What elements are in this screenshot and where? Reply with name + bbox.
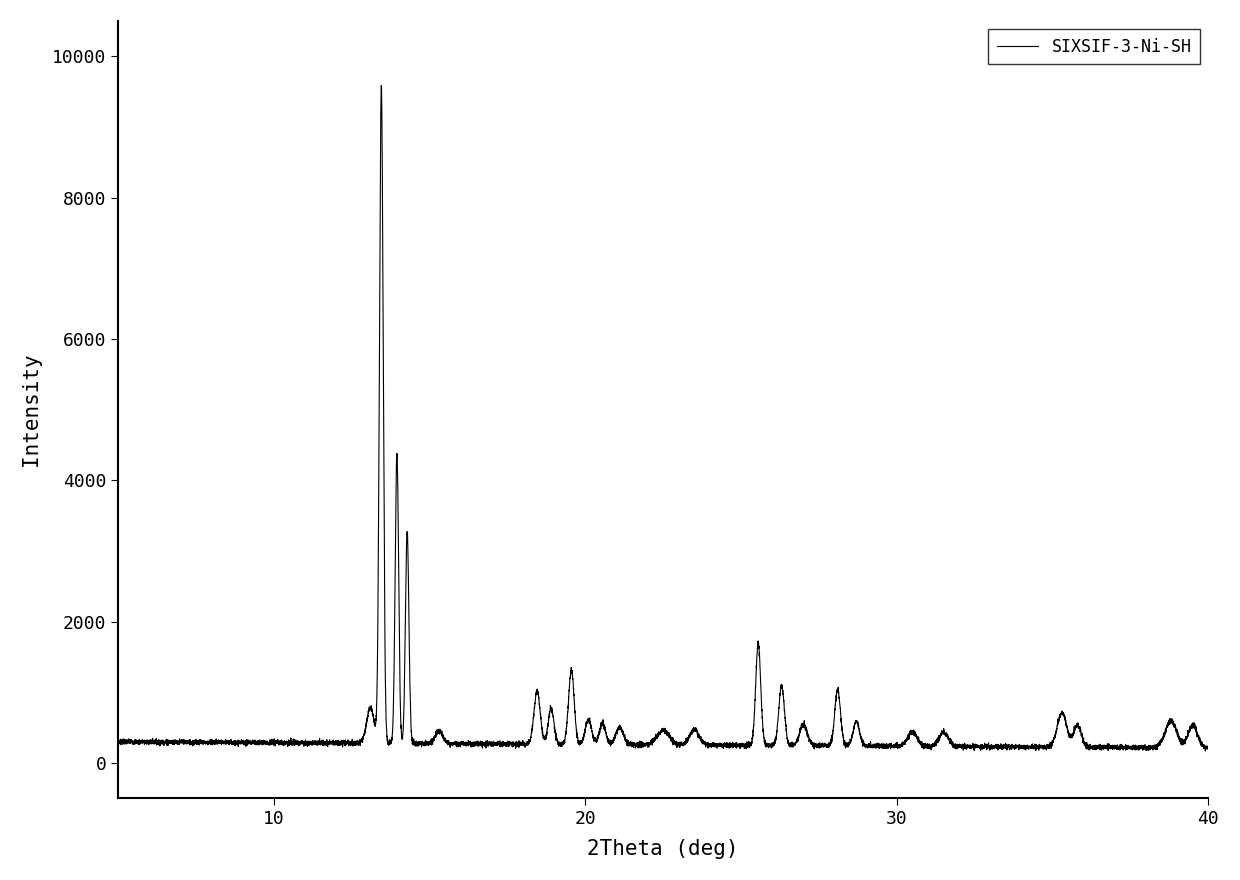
SIXSIF-3-Ni-SH — [325, 738, 340, 749]
Line: SIXSIF-3-Ni-SH: SIXSIF-3-Ni-SH — [118, 85, 1208, 751]
SIXSIF-3-Ni-SH — [1198, 745, 1213, 756]
SIXSIF-3-Ni-SH — [115, 738, 130, 749]
SIXSIF-3-Ni-SH — [156, 737, 171, 747]
SIXSIF-3-Ni-SH — [1143, 742, 1158, 752]
X-axis label: 2Theta (deg): 2Theta (deg) — [588, 840, 739, 859]
Y-axis label: Intensity: Intensity — [21, 353, 41, 466]
SIXSIF-3-Ni-SH — [374, 80, 389, 91]
SIXSIF-3-Ni-SH — [1200, 744, 1215, 755]
SIXSIF-3-Ni-SH — [110, 734, 125, 744]
SIXSIF-3-Ni-SH — [176, 735, 191, 745]
Legend: SIXSIF-3-Ni-SH: SIXSIF-3-Ni-SH — [988, 29, 1200, 64]
SIXSIF-3-Ni-SH — [644, 736, 658, 746]
